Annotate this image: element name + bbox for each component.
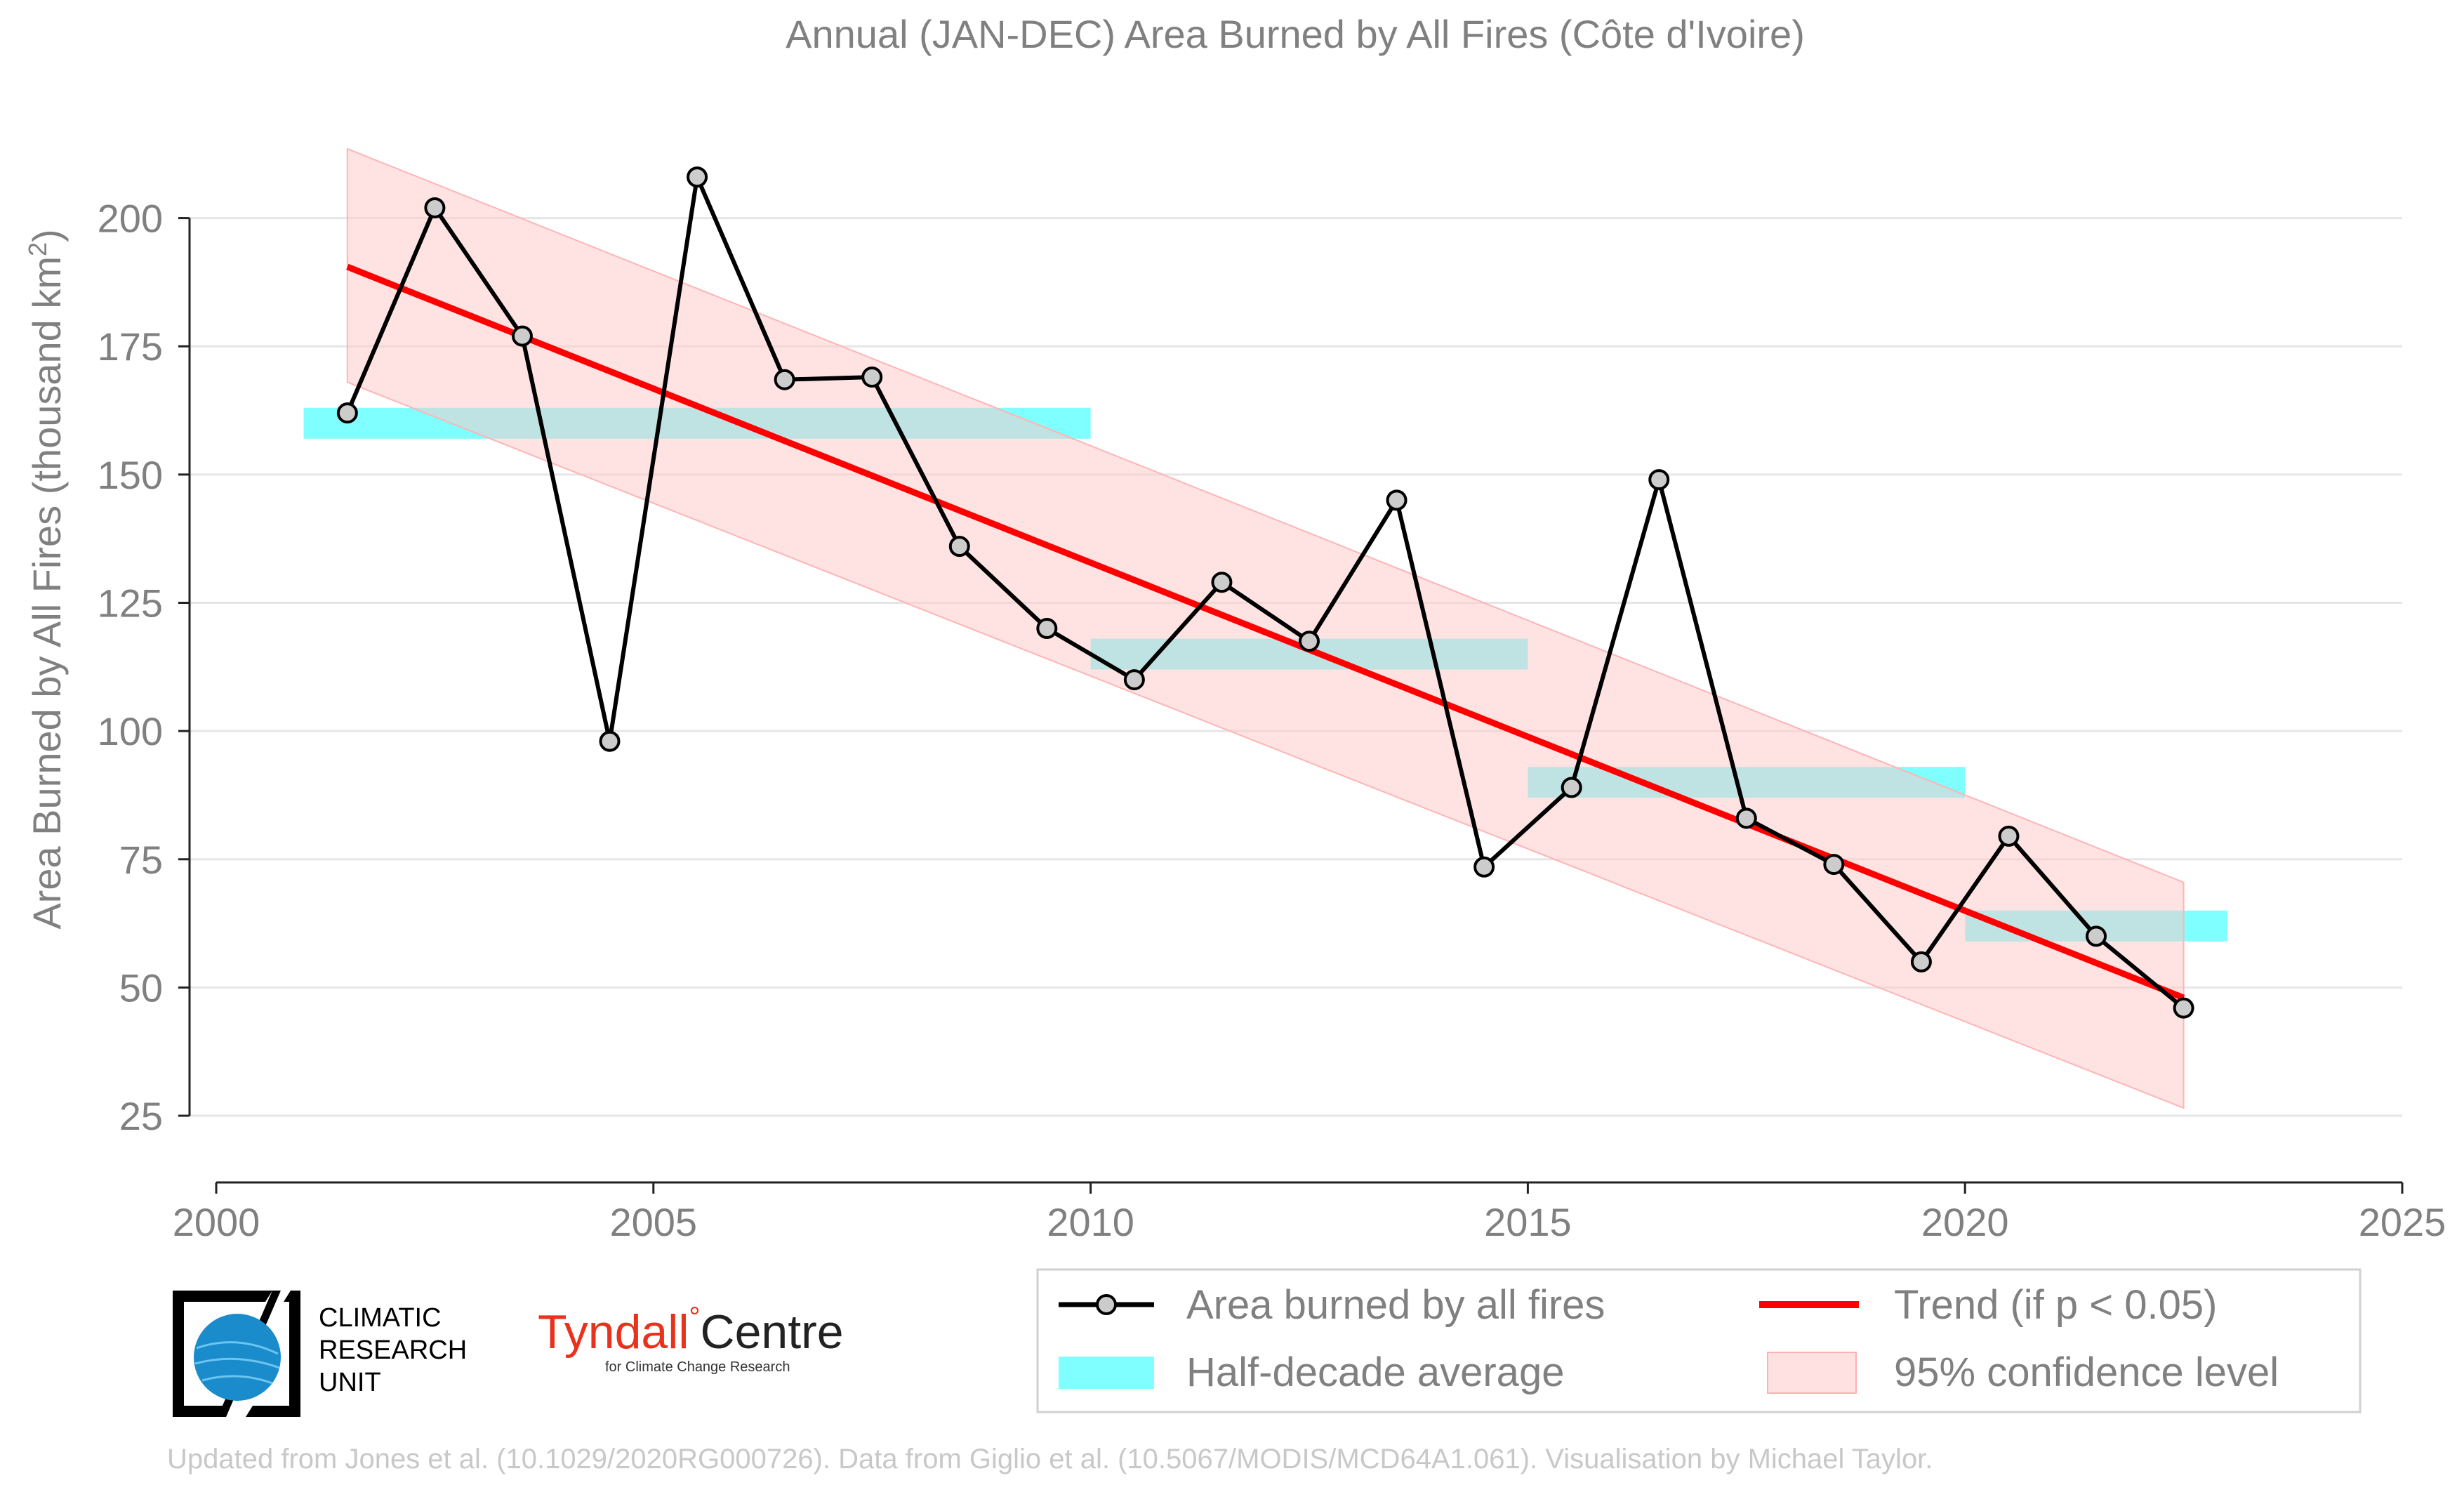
data-point (1299, 631, 1320, 652)
cru-line-2: RESEARCH (319, 1336, 468, 1365)
x-tick-label: 2010 (1047, 1200, 1134, 1244)
data-point (1735, 807, 1757, 829)
data-point (336, 402, 358, 424)
x-tick-label: 2000 (173, 1200, 260, 1244)
legend: Area burned by all fires Trend (if p < 0… (1036, 1268, 2362, 1413)
data-point (1910, 951, 1932, 972)
legend-average-label: Half-decade average (1186, 1350, 1564, 1395)
data-point (1123, 669, 1145, 691)
data-point (861, 367, 883, 388)
confidence-band (346, 147, 2185, 1109)
credits: Updated from Jones et al. (10.1029/2020R… (167, 1444, 1933, 1475)
tyndall-degree: ° (689, 1302, 701, 1333)
data-point (1648, 469, 1670, 491)
data-point (424, 197, 446, 218)
legend-trend-label: Trend (if p < 0.05) (1894, 1282, 2217, 1328)
data-point (1998, 825, 2020, 847)
data-point (948, 536, 970, 558)
legend-confidence-label: 95% confidence level (1894, 1350, 2279, 1395)
series-line (345, 169, 2185, 1010)
tyndall-name: Tyndall (538, 1305, 689, 1359)
y-tick-label: 200 (98, 197, 163, 241)
legend-average-swatch (1059, 1357, 1154, 1389)
data-point (1823, 854, 1845, 876)
data-point (1211, 572, 1233, 593)
tyndall-logo: Tyndall°Centre for Climate Change Resear… (538, 1302, 844, 1375)
cru-line-1: CLIMATIC (319, 1303, 442, 1333)
data-point (511, 325, 533, 347)
tyndall-centre: Centre (700, 1305, 844, 1359)
y-axis-label: Area Burned by All Fires (thousand km2) (23, 229, 69, 929)
data-point (2086, 925, 2107, 947)
data-point (599, 730, 621, 752)
data-point (2173, 997, 2194, 1019)
data-point (1561, 777, 1582, 798)
cru-line-3: UNIT (319, 1368, 381, 1397)
y-tick-label: 75 (119, 838, 163, 882)
y-tick-label: 25 (119, 1094, 163, 1138)
chart-title: Annual (JAN-DEC) Area Burned by All Fire… (786, 12, 1805, 56)
data-point (774, 369, 795, 390)
y-tick-label: 50 (119, 965, 163, 1010)
y-axis: 25 50 75 100 125 150 175 200 (98, 197, 191, 1138)
y-tick-label: 150 (98, 453, 163, 497)
y-tick-label: 100 (98, 709, 163, 753)
x-tick-label: 2015 (1484, 1200, 1572, 1244)
x-tick-label: 2025 (2359, 1200, 2446, 1244)
legend-series-marker (1096, 1294, 1117, 1315)
data-point (1036, 618, 1058, 640)
cru-logo: CLIMATIC RESEARCH UNIT (167, 1285, 490, 1425)
data-point (1473, 856, 1495, 878)
legend-box (1036, 1268, 2362, 1413)
data-point (1386, 489, 1407, 511)
x-tick-label: 2020 (1921, 1200, 2009, 1244)
y-tick-label: 175 (98, 324, 163, 369)
x-tick-label: 2005 (610, 1200, 698, 1244)
trend-line (346, 263, 2185, 1001)
globe-icon (173, 1291, 300, 1417)
x-axis: 2000 2005 2010 2015 2020 2025 (173, 1181, 2446, 1244)
data-point (687, 166, 708, 188)
legend-confidence-swatch (1767, 1352, 1857, 1394)
legend-series-label: Area burned by all fires (1186, 1282, 1605, 1328)
tyndall-subtitle: for Climate Change Research (605, 1359, 790, 1375)
y-tick-label: 125 (98, 581, 163, 625)
